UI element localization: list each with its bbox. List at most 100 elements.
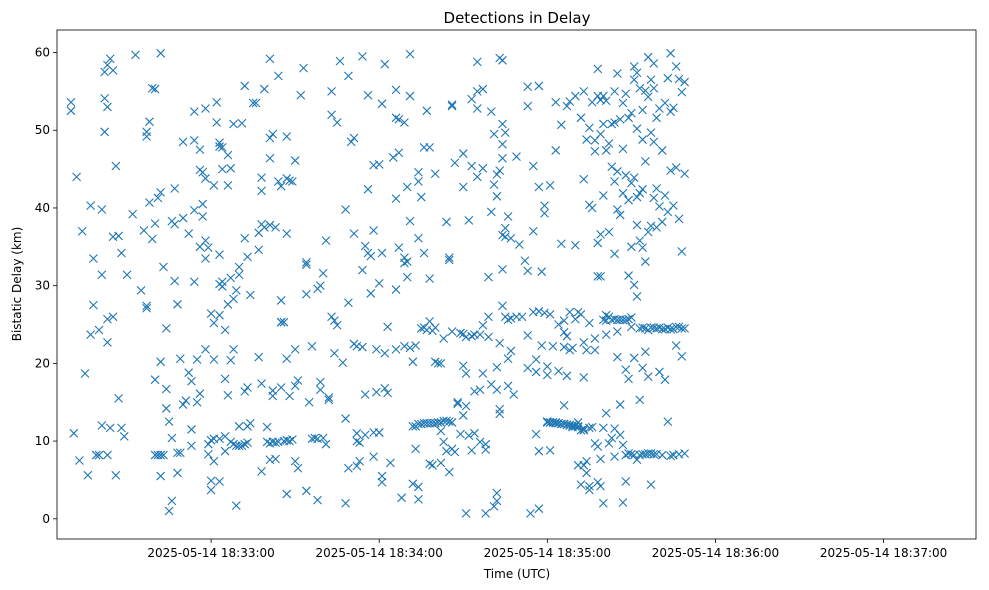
data-point-marker <box>467 446 477 455</box>
data-point-marker <box>327 87 336 96</box>
data-point-marker <box>458 361 468 371</box>
data-point-marker <box>624 195 633 205</box>
data-point-marker <box>425 142 435 152</box>
data-point-marker <box>442 416 451 426</box>
y-tick-label: 0 <box>42 512 50 526</box>
data-point-marker <box>329 348 339 358</box>
data-point-marker <box>156 188 166 197</box>
data-point-marker <box>234 421 244 431</box>
data-point-marker <box>206 485 216 495</box>
data-point-marker <box>534 182 544 192</box>
data-point-marker <box>178 213 188 223</box>
data-point-marker <box>657 450 667 460</box>
data-point-marker <box>624 271 633 280</box>
data-point-marker <box>542 362 552 371</box>
data-point-marker <box>470 386 479 396</box>
data-point-marker <box>677 324 687 333</box>
data-point-marker <box>349 133 359 143</box>
data-point-marker <box>584 485 594 495</box>
data-point-marker <box>520 256 530 266</box>
data-point-marker <box>478 163 488 173</box>
data-point-marker <box>442 217 451 227</box>
data-point-marker <box>484 312 493 322</box>
data-point-marker <box>523 82 533 92</box>
data-point-marker <box>495 404 505 414</box>
data-point-marker <box>83 470 93 480</box>
data-point-marker <box>456 328 465 338</box>
data-point-marker <box>215 250 224 259</box>
data-point-marker <box>626 313 636 322</box>
data-point-marker <box>402 272 412 282</box>
data-point-marker <box>366 289 376 298</box>
data-point-marker <box>268 129 278 139</box>
data-point-marker <box>612 167 622 176</box>
data-point-marker <box>195 145 205 155</box>
data-point-marker <box>414 167 423 177</box>
data-point-marker <box>444 417 454 427</box>
data-point-marker <box>447 327 457 336</box>
data-point-marker <box>234 262 244 272</box>
data-point-marker <box>495 409 505 419</box>
data-point-marker <box>360 390 370 399</box>
data-point-marker <box>352 461 362 471</box>
data-point-marker <box>635 83 645 93</box>
data-point-marker <box>402 257 412 266</box>
data-point-marker <box>181 396 191 406</box>
data-point-marker <box>321 236 331 245</box>
data-point-marker <box>318 268 328 278</box>
data-point-marker <box>383 388 393 398</box>
data-point-marker <box>400 258 409 268</box>
data-point-marker <box>142 127 152 137</box>
data-point-marker <box>593 64 603 74</box>
data-point-marker <box>632 192 642 202</box>
data-point-marker <box>612 352 622 362</box>
data-point-marker <box>349 229 359 238</box>
data-point-marker <box>551 146 561 155</box>
data-point-marker <box>669 103 678 113</box>
data-point-marker <box>296 90 306 100</box>
data-point-marker <box>374 278 384 288</box>
data-point-marker <box>640 347 650 357</box>
data-point-marker <box>545 446 555 455</box>
data-point-marker <box>108 312 118 322</box>
data-point-marker <box>649 83 659 93</box>
data-point-marker <box>447 418 457 427</box>
data-point-marker <box>301 486 311 496</box>
data-point-marker <box>568 343 577 353</box>
data-point-marker <box>352 428 362 438</box>
data-point-marker <box>660 98 670 108</box>
data-point-marker <box>492 362 502 372</box>
data-point-marker <box>276 317 286 327</box>
data-point-marker <box>495 166 505 176</box>
data-point-marker <box>598 498 608 508</box>
data-point-marker <box>170 184 180 193</box>
data-point-marker <box>187 425 196 434</box>
data-point-marker <box>290 381 300 391</box>
x-tick-label: 2025-05-14 18:35:00 <box>484 546 611 560</box>
data-point-marker <box>587 203 597 213</box>
data-point-marker <box>478 320 488 330</box>
data-point-marker <box>484 332 493 342</box>
x-tick-label: 2025-05-14 18:36:00 <box>652 546 779 560</box>
data-point-marker <box>646 480 656 489</box>
data-point-marker <box>624 374 633 384</box>
x-tick-label: 2025-05-14 18:34:00 <box>315 546 442 560</box>
data-point-marker <box>598 191 608 200</box>
data-point-marker <box>666 48 675 58</box>
data-point-marker <box>89 300 98 310</box>
data-point-marker <box>114 231 124 241</box>
data-point-marker <box>450 158 460 168</box>
data-point-marker <box>481 445 491 455</box>
data-point-marker <box>652 113 661 123</box>
x-axis-ticks: 2025-05-14 18:33:00 2025-05-14 18:34:00 20… <box>147 539 947 560</box>
data-point-marker <box>377 471 387 481</box>
data-point-marker <box>534 306 544 316</box>
data-point-marker <box>290 456 300 466</box>
y-axis-label: Bistatic Delay (km) <box>10 227 24 342</box>
data-point-marker <box>271 438 280 448</box>
data-point-marker <box>534 81 544 91</box>
data-point-marker <box>240 233 250 243</box>
data-point-marker <box>472 172 482 182</box>
data-point-marker <box>481 508 491 518</box>
data-point-marker <box>201 174 210 183</box>
